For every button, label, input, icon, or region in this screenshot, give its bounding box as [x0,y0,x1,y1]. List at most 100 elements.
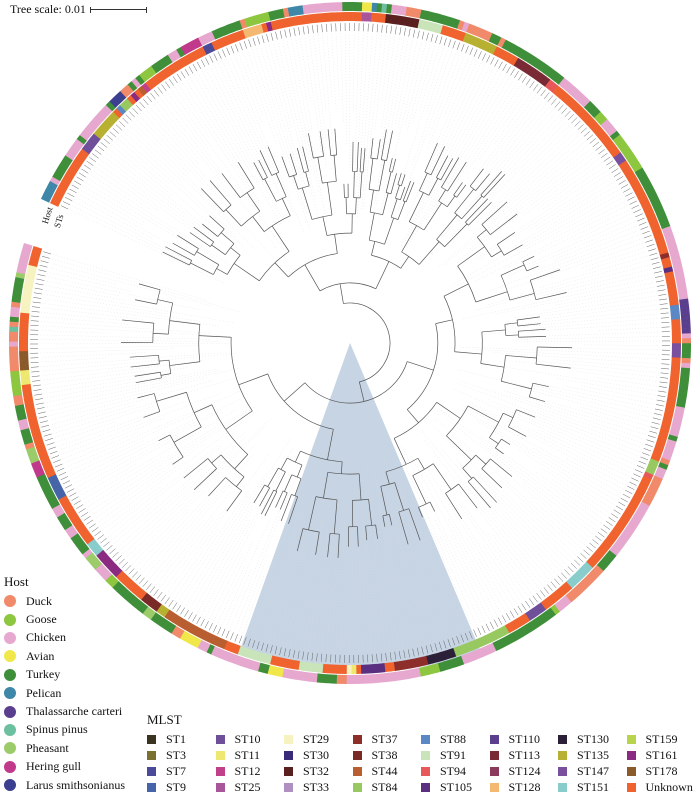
tip-label [70,189,77,193]
tip-label [185,69,189,76]
tip-leader [92,405,256,515]
tip-leader [427,55,465,150]
tree-branch [482,330,506,332]
tip-label [45,438,53,440]
host-legend-item: Hering gull [4,758,125,776]
host-ring-segment [371,674,377,683]
tree-branch [377,139,380,159]
tip-leader [564,386,654,404]
tree-branch [169,360,171,373]
mlst-color-swatch [558,735,567,744]
tip-label [510,611,514,618]
host-color-swatch [4,632,16,644]
tip-label [511,69,515,76]
tip-label [32,376,40,377]
tree-branch [221,233,234,244]
tree-branch [441,187,447,191]
st-ring-segment [361,665,366,674]
tip-label [72,185,79,189]
mlst-color-swatch [490,767,499,776]
tip-label [201,619,205,626]
tip-leader [493,535,535,591]
tip-leader [70,210,224,283]
tip-leader [163,510,224,591]
tree-branch [436,320,453,324]
tip-label [571,563,577,569]
tree-branch [419,191,428,196]
tree-branch [529,397,545,402]
host-ring-segment [352,2,357,11]
tree-branch [276,173,286,196]
tip-leader [40,353,145,358]
mlst-legend-label: ST147 [577,764,609,779]
tip-leader [481,443,597,531]
tip-leader [439,141,585,266]
tip-leader [40,349,173,353]
tip-leader [581,247,645,268]
mlst-legend-label: ST10 [235,732,261,747]
tree-branch [288,254,337,277]
tree-branch [222,173,240,197]
tip-leader [291,39,327,223]
tree-branch [139,284,160,290]
tip-label [577,557,583,562]
tip-leader [435,419,582,549]
tip-label [253,38,255,46]
tip-label [639,461,646,464]
tip-label [52,455,59,458]
tip-leader [537,239,642,276]
tree-branch [293,176,298,190]
tip-label [197,62,201,69]
mlst-legend-item: ST94 [421,763,490,779]
tip-leader [489,131,577,213]
host-ring-segment [351,675,356,684]
tip-leader [197,520,249,613]
host-legend-item: Pelican [4,684,125,702]
tip-label [193,64,197,71]
tip-label [161,595,166,601]
tree-branch [236,477,244,487]
mlst-legend-label: ST7 [166,764,186,779]
tree-branch [212,245,226,255]
tip-leader [97,465,177,522]
tip-leader [278,42,316,199]
tip-label [227,48,230,55]
tree-branch [344,184,345,198]
tree-branch [385,218,394,244]
tree-branch [489,438,498,444]
tip-label [502,615,506,622]
host-legend-item: Goose [4,610,125,628]
host-legend-label: Turkey [26,667,60,682]
mlst-color-swatch [627,783,636,792]
tip-leader [534,386,652,413]
tree-branch [501,381,531,389]
tip-label [235,634,238,641]
tree-branch [508,410,516,427]
tip-leader [490,128,573,208]
host-ring-segment [361,675,367,684]
tip-leader [430,84,521,221]
tip-label [59,472,66,475]
tip-leader [64,433,136,463]
host-legend-title: Host [4,574,125,590]
tip-label [499,62,503,69]
tree-branch [510,293,534,300]
tip-leader [43,299,200,322]
tree-branch [403,181,410,201]
tree-branch [523,256,535,261]
host-ring-segment [9,361,18,367]
tree-branch [240,188,254,198]
mlst-legend-item: ST1 [147,731,216,747]
tip-leader [448,420,594,535]
tip-label [41,425,49,427]
tree-branch [468,482,490,508]
tree-branch [282,157,289,177]
tree-branch [501,355,505,381]
mlst-legend-label: ST33 [303,780,329,795]
tree-branch [157,290,160,304]
tree-branch [501,265,524,275]
tip-label [113,128,119,133]
host-ring-segment [326,674,332,683]
tree-branch [174,427,201,442]
